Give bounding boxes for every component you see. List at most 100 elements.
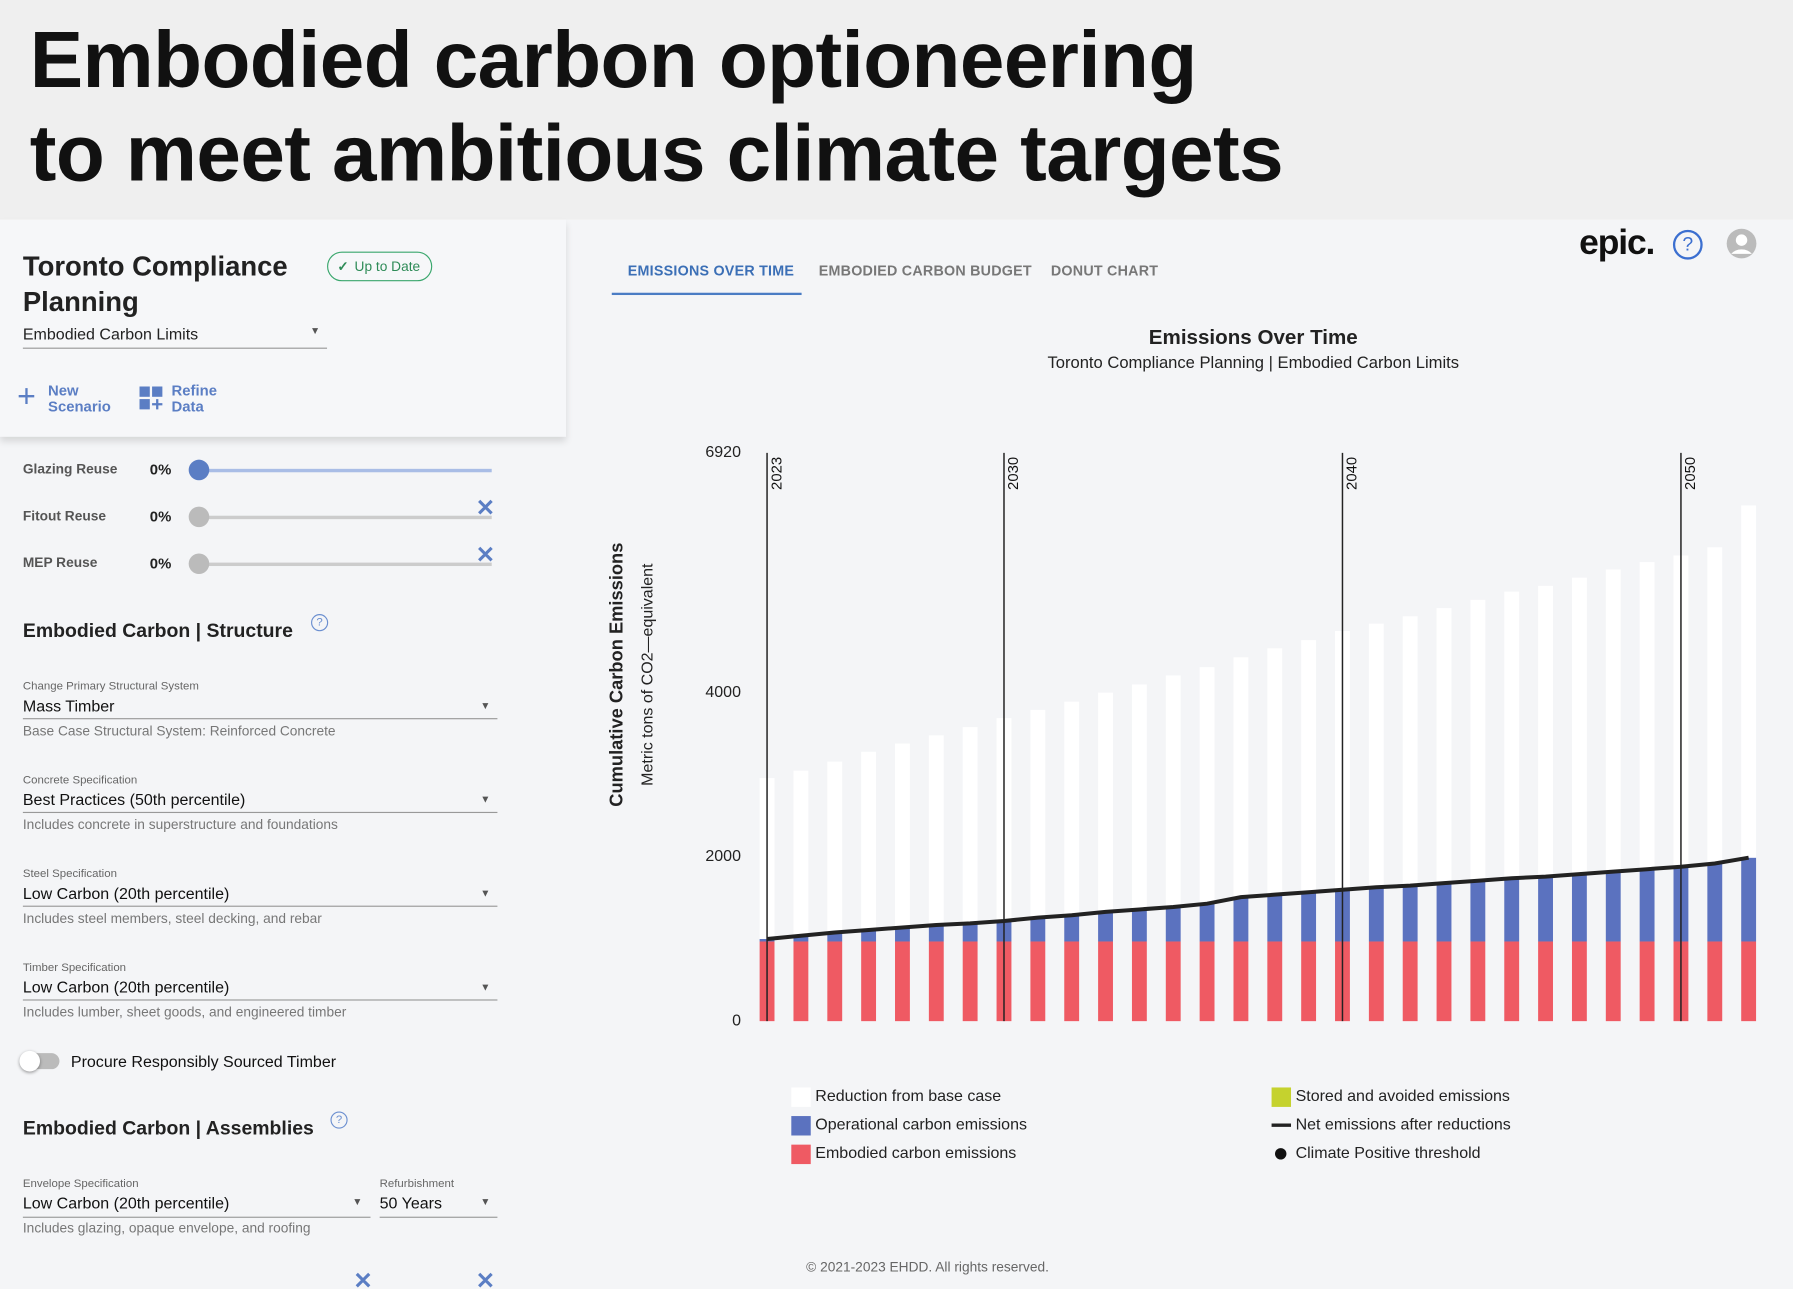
bar-segment (1470, 599, 1486, 881)
x-tick-label: 2040 (1345, 457, 1361, 490)
bar-segment (962, 727, 978, 924)
bar-segment (1233, 941, 1249, 1022)
bar-segment (1538, 941, 1553, 1022)
bar-segment (1639, 941, 1655, 1022)
field-underline (22, 905, 498, 907)
new-scenario-button[interactable]: New Scenario (48, 381, 111, 416)
field-note: Includes glazing, opaque envelope, and r… (22, 1220, 311, 1237)
x-tick-label: 2030 (1006, 457, 1022, 490)
field-label: Steel Specification (22, 867, 117, 881)
y-tick-label: 2000 (705, 848, 741, 865)
tab[interactable]: EMBODIED CARBON BUDGET (818, 263, 1032, 280)
legend-swatch (1275, 1148, 1287, 1160)
bar-segment (1030, 941, 1046, 1022)
field-value[interactable]: Low Carbon (20th percentile) (22, 883, 230, 903)
legend-label: Stored and avoided emissions (1296, 1088, 1510, 1105)
bar-segment (861, 941, 877, 1022)
slider-value: 0% (149, 460, 172, 478)
field-value[interactable]: Low Carbon (20th percentile) (22, 977, 230, 996)
bar-segment (1436, 608, 1452, 884)
bar-segment (962, 923, 978, 942)
field-underline (379, 1216, 498, 1218)
toggle-knob[interactable] (19, 1050, 41, 1072)
bar-segment (895, 941, 910, 1022)
tool-icon[interactable]: ✕ (475, 1269, 495, 1289)
dropdown-arrow: ▼ (480, 981, 491, 993)
slider-knob[interactable] (188, 553, 210, 575)
net-line (766, 855, 1749, 942)
bar-segment (861, 929, 877, 942)
bar-segment (1571, 874, 1587, 942)
slider-knob[interactable] (188, 459, 210, 481)
tab[interactable]: EMISSIONS OVER TIME (627, 263, 795, 280)
tab[interactable]: DONUT CHART (1050, 263, 1159, 280)
bar-segment (827, 932, 843, 942)
bar-segment (861, 751, 877, 930)
bar-segment (1199, 667, 1215, 904)
bar-segment (928, 735, 944, 926)
dropdown-arrow: ▼ (480, 1196, 491, 1208)
y-axis-title: Cumulative Carbon Emissions (605, 543, 626, 807)
bar-segment (1368, 941, 1384, 1022)
refine-data-button[interactable]: Refine Data (171, 381, 217, 416)
bar-segment (1571, 577, 1587, 875)
header-band: Embodied carbon optioneering to meet amb… (0, 0, 1793, 220)
field-label: Concrete Specification (22, 774, 138, 787)
slider-knob[interactable] (188, 506, 210, 528)
bar-segment (1707, 863, 1723, 942)
bar-segment (1436, 941, 1452, 1022)
plus-icon: + (17, 378, 36, 414)
refine-icon (139, 386, 163, 410)
avatar[interactable] (1726, 228, 1758, 260)
slider-label: Fitout Reuse (22, 507, 106, 524)
logo[interactable]: epic. (1579, 221, 1655, 262)
bar-segment (1605, 941, 1621, 1022)
legend-label: Operational carbon emissions (815, 1116, 1027, 1133)
bar-segment (1504, 878, 1520, 942)
help-button[interactable]: ? (1672, 229, 1703, 260)
y-tick-label: 0 (732, 1012, 741, 1029)
legend-label: Embodied carbon emissions (815, 1145, 1016, 1162)
field-value[interactable]: 50 Years (379, 1193, 442, 1213)
bar-segment (1030, 917, 1046, 942)
headline: Embodied carbon optioneering (29, 14, 1197, 105)
tool-icon[interactable]: ✕ (475, 496, 495, 522)
bar-segment (1436, 883, 1452, 942)
slider-track (198, 562, 492, 567)
help-icon[interactable]: ? (311, 614, 329, 632)
bar-segment (962, 941, 978, 1022)
bar-segment (1605, 569, 1621, 872)
bar-segment (793, 941, 809, 1022)
bar-segment (1301, 640, 1317, 893)
field-value[interactable]: Mass Timber (22, 696, 115, 715)
scenario-select[interactable]: Embodied Carbon Limits ▼ (22, 325, 328, 349)
field-value[interactable]: Best Practices (50th percentile) (22, 790, 246, 809)
tool-icon[interactable]: ✕ (475, 543, 495, 569)
slider-value: 0% (149, 507, 172, 525)
headline: to meet ambitious climate targets (29, 108, 1284, 198)
footer: © 2021-2023 EHDD. All rights reserved. (806, 1258, 1049, 1276)
toggle-label: Procure Responsibly Sourced Timber (70, 1052, 337, 1071)
status-badge: ✓ Up to Date (327, 251, 433, 282)
active-tab-indicator (611, 292, 802, 296)
bar-segment (1301, 941, 1317, 1022)
bar-segment (1165, 941, 1181, 1022)
bar-segment (1131, 909, 1147, 942)
bar-segment (1707, 547, 1723, 864)
legend-swatch (791, 1144, 811, 1165)
y-tick-label: 6920 (705, 444, 741, 461)
legend-label: Climate Positive threshold (1296, 1145, 1481, 1162)
dropdown-arrow: ▼ (352, 1196, 363, 1208)
tool-icon[interactable]: ✕ (353, 1269, 373, 1289)
bar-segment (1233, 897, 1249, 942)
slider-label: MEP Reuse (22, 554, 98, 571)
help-icon[interactable]: ? (330, 1111, 348, 1129)
bar-segment (1470, 941, 1486, 1022)
bar-segment (1368, 623, 1384, 888)
bar-segment (1165, 906, 1181, 942)
field-value[interactable]: Low Carbon (20th percentile) (22, 1193, 230, 1213)
bar-segment (1538, 585, 1553, 877)
bar-segment (827, 941, 843, 1022)
bar-segment (895, 743, 910, 928)
